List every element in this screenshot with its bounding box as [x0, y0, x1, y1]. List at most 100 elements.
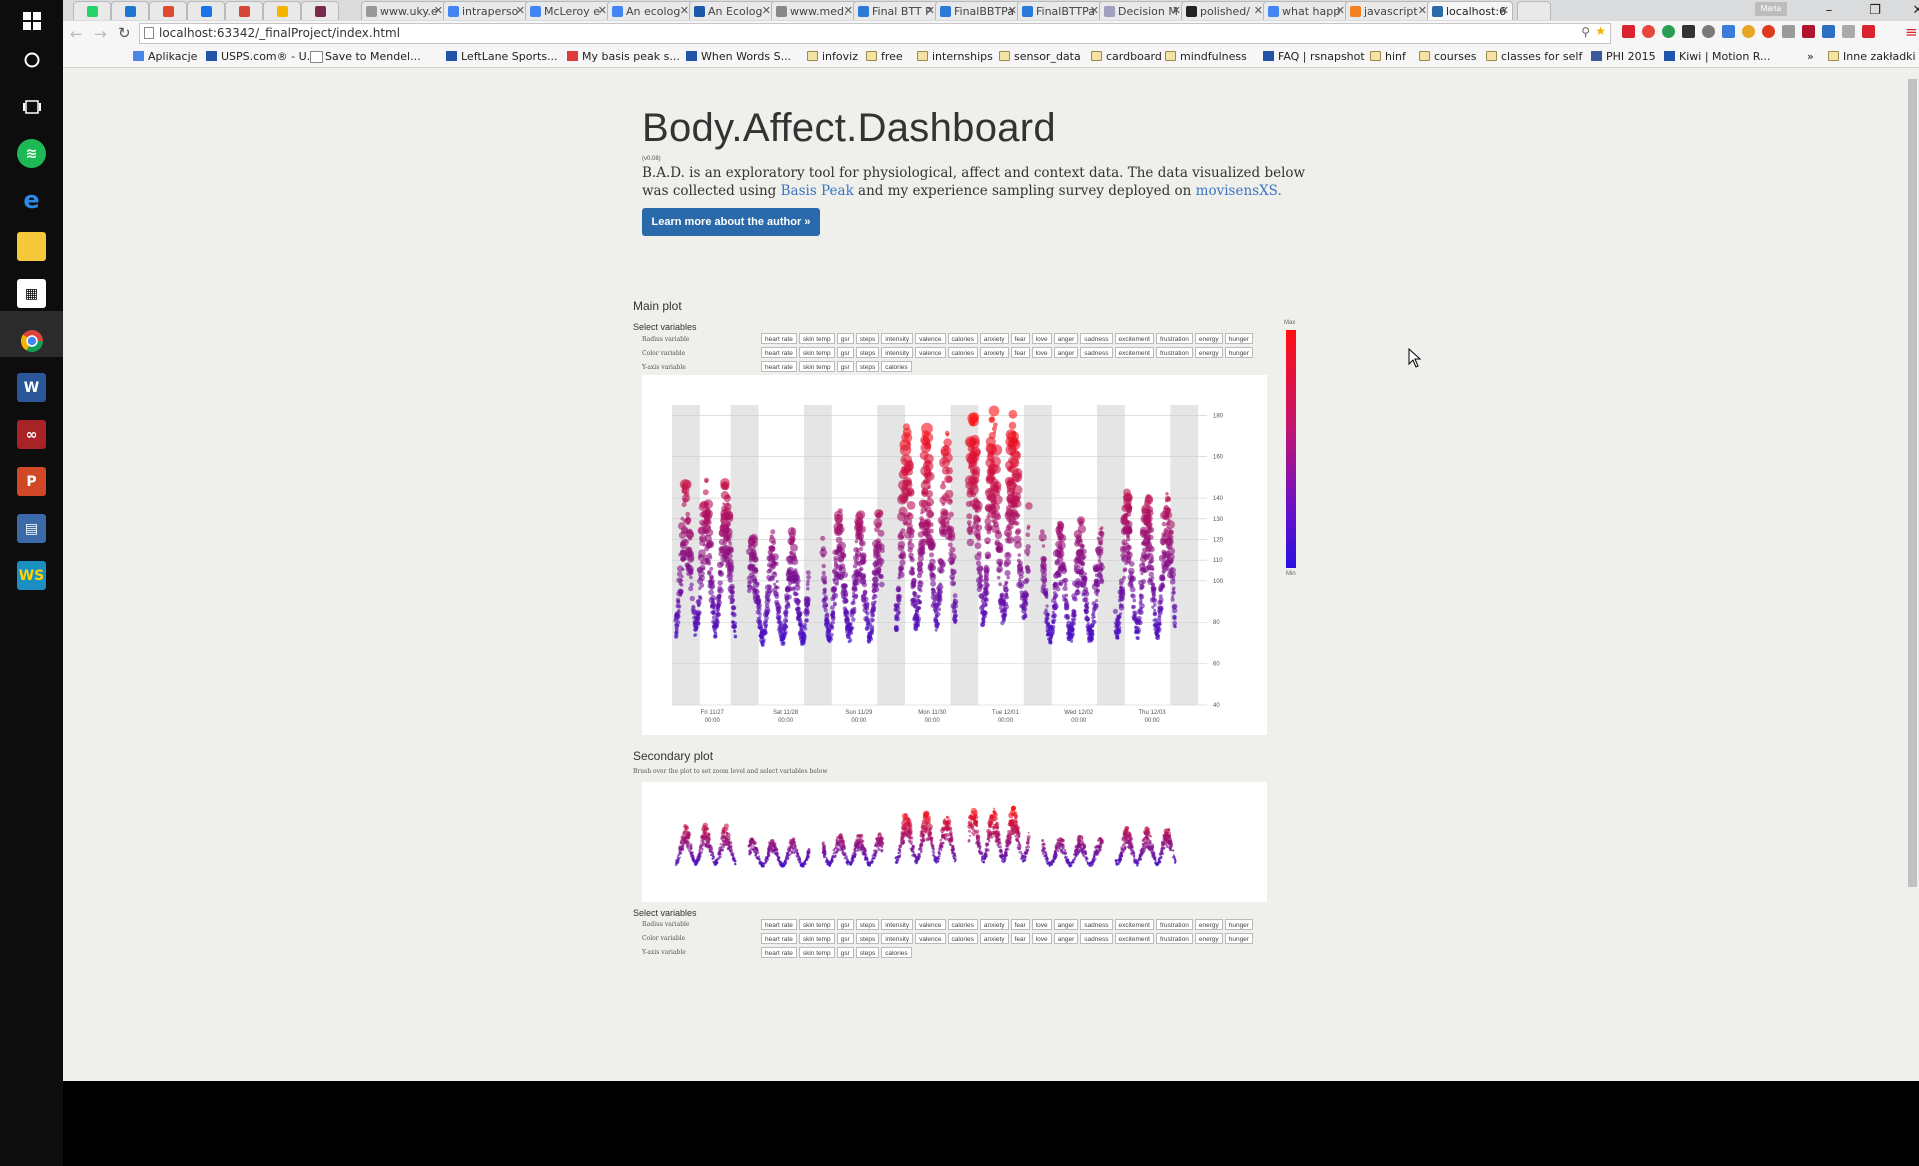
data-point[interactable]: [944, 516, 949, 521]
data-point[interactable]: [820, 535, 826, 541]
data-point[interactable]: [984, 591, 989, 596]
data-point[interactable]: [721, 844, 725, 849]
data-point[interactable]: [754, 851, 758, 855]
data-point[interactable]: [730, 589, 735, 595]
extension-icon[interactable]: [1722, 25, 1735, 38]
data-point[interactable]: [685, 511, 691, 517]
data-point[interactable]: [1148, 579, 1153, 583]
data-point[interactable]: [1023, 596, 1028, 602]
data-point[interactable]: [873, 549, 880, 556]
data-point[interactable]: [703, 831, 707, 835]
data-point[interactable]: [1164, 514, 1169, 518]
data-point[interactable]: [1118, 578, 1125, 584]
secondary-scatter-plot[interactable]: [642, 782, 1267, 902]
data-point[interactable]: [900, 836, 904, 840]
data-point[interactable]: [1165, 544, 1171, 549]
data-point[interactable]: [945, 466, 953, 475]
data-point[interactable]: [1171, 614, 1177, 620]
data-point[interactable]: [1070, 633, 1075, 638]
data-point[interactable]: [1081, 575, 1088, 582]
data-point[interactable]: [1055, 570, 1059, 574]
data-point[interactable]: [947, 816, 950, 819]
data-point[interactable]: [698, 597, 703, 601]
data-point[interactable]: [674, 630, 679, 635]
data-point[interactable]: [1139, 584, 1145, 590]
data-point[interactable]: [855, 550, 862, 557]
data-point[interactable]: [1166, 521, 1171, 526]
data-point[interactable]: [777, 614, 782, 619]
data-point[interactable]: [718, 571, 723, 577]
data-point[interactable]: [685, 825, 689, 830]
data-point[interactable]: [866, 862, 869, 865]
data-point[interactable]: [1152, 612, 1157, 617]
data-point[interactable]: [830, 605, 835, 610]
data-point[interactable]: [918, 499, 928, 508]
data-point[interactable]: [682, 497, 688, 503]
data-point[interactable]: [790, 555, 798, 562]
variable-chip[interactable]: steps: [855, 361, 880, 372]
data-point[interactable]: [1138, 579, 1144, 586]
data-point[interactable]: [869, 608, 875, 614]
data-point[interactable]: [929, 564, 937, 572]
data-point[interactable]: [1018, 574, 1024, 580]
data-point[interactable]: [927, 818, 930, 821]
data-point[interactable]: [1003, 561, 1010, 568]
data-point[interactable]: [1151, 582, 1156, 587]
data-point[interactable]: [874, 526, 880, 533]
data-point[interactable]: [938, 570, 942, 574]
data-point[interactable]: [1025, 532, 1031, 537]
data-point[interactable]: [936, 598, 941, 603]
data-point[interactable]: [795, 854, 798, 857]
data-point[interactable]: [993, 422, 998, 428]
data-point[interactable]: [974, 509, 978, 513]
data-point[interactable]: [940, 508, 948, 516]
data-point[interactable]: [1077, 524, 1087, 534]
browser-tab[interactable]: An ecolog ✕: [607, 1, 693, 20]
data-point[interactable]: [912, 591, 917, 595]
data-point[interactable]: [822, 591, 826, 595]
data-point[interactable]: [718, 528, 728, 538]
data-point[interactable]: [715, 613, 719, 617]
data-point[interactable]: [875, 538, 881, 544]
data-point[interactable]: [763, 862, 766, 865]
data-point[interactable]: [999, 592, 1006, 599]
data-point[interactable]: [720, 482, 728, 490]
data-point[interactable]: [977, 551, 982, 556]
data-point[interactable]: [1048, 639, 1053, 644]
data-point[interactable]: [966, 520, 972, 525]
data-point[interactable]: [751, 848, 754, 851]
data-point[interactable]: [1171, 595, 1175, 599]
data-point[interactable]: [1015, 521, 1020, 526]
data-point[interactable]: [821, 570, 826, 576]
data-point[interactable]: [1150, 556, 1154, 560]
tab-close-icon[interactable]: ✕: [679, 4, 689, 17]
data-point[interactable]: [897, 857, 900, 861]
data-point[interactable]: [1153, 624, 1157, 628]
data-point[interactable]: [939, 839, 943, 842]
data-point[interactable]: [927, 833, 931, 837]
data-point[interactable]: [1095, 580, 1099, 584]
data-point[interactable]: [1055, 586, 1061, 592]
variable-chip[interactable]: sadness: [1080, 333, 1113, 344]
data-point[interactable]: [938, 852, 942, 856]
data-point[interactable]: [713, 634, 718, 639]
data-point[interactable]: [907, 547, 913, 553]
data-point[interactable]: [697, 858, 700, 862]
data-point[interactable]: [912, 853, 915, 856]
data-point[interactable]: [694, 616, 699, 621]
data-point[interactable]: [789, 535, 796, 542]
data-point[interactable]: [697, 855, 701, 858]
data-point[interactable]: [1071, 596, 1077, 601]
data-point[interactable]: [1144, 499, 1151, 507]
data-point[interactable]: [1162, 570, 1166, 575]
data-point[interactable]: [1047, 637, 1050, 641]
extension-icon[interactable]: [1702, 25, 1715, 38]
tab-close-icon[interactable]: ✕: [1253, 4, 1263, 17]
data-point[interactable]: [1044, 608, 1048, 612]
data-point[interactable]: [874, 841, 879, 846]
data-point[interactable]: [835, 531, 839, 535]
data-point[interactable]: [1046, 613, 1050, 617]
data-point[interactable]: [784, 593, 790, 599]
data-point[interactable]: [881, 845, 884, 848]
data-point[interactable]: [899, 444, 912, 456]
